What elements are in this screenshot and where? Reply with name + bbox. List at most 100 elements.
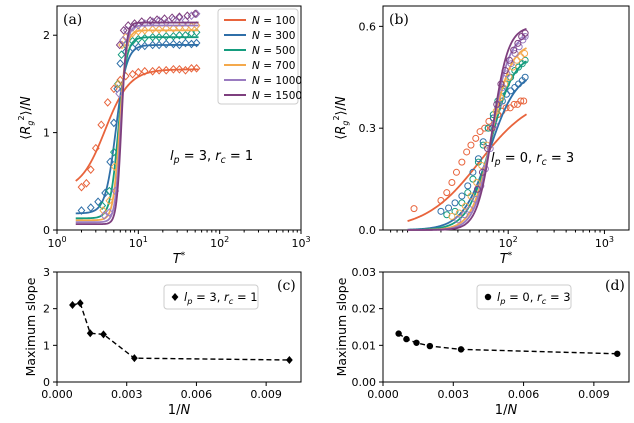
data-point-marker (501, 66, 509, 74)
x-tick-label: 101 (129, 235, 148, 250)
y-tick-label: 0.00 (352, 376, 377, 389)
data-point-marker (134, 42, 143, 52)
data-point-marker (155, 40, 163, 50)
data-point-marker (134, 34, 143, 44)
series-line-2 (75, 36, 199, 220)
legend-marker (171, 293, 179, 301)
data-point-marker (124, 21, 133, 30)
data-point-marker (116, 59, 125, 68)
legend-entry: N = 1000 (252, 75, 302, 87)
series-line-4 (75, 24, 199, 224)
data-point-marker (460, 211, 468, 219)
data-point-marker (99, 206, 108, 215)
data-point-marker (119, 35, 127, 45)
y-tick-label: 0.3 (359, 122, 377, 135)
y-tick-label: 0.6 (359, 20, 377, 33)
data-point-marker (467, 141, 475, 149)
x-tick-label: 0.000 (367, 388, 399, 401)
y-tick-label: 1 (43, 127, 50, 140)
legend-box (163, 284, 259, 310)
data-point-marker (515, 43, 523, 51)
x-axis-label: T* (173, 251, 186, 267)
data-point-marker (162, 65, 171, 75)
legend-entry: N = 300 (252, 30, 295, 42)
data-point-marker (148, 32, 157, 42)
data-point-marker (86, 329, 94, 338)
data-point-marker (511, 83, 519, 91)
series-line-5 (407, 27, 527, 231)
y-tick-label: 3 (43, 266, 50, 279)
data-point-marker (476, 128, 484, 136)
x-tick-label: 102 (499, 235, 518, 250)
panel-label: (a) (63, 12, 82, 28)
data-point-marker (458, 192, 466, 200)
plot-frame (56, 271, 302, 383)
data-point-marker (517, 97, 525, 105)
legend-box (476, 284, 572, 310)
data-point-marker (77, 206, 86, 215)
data-point-marker (175, 13, 184, 23)
data-point-marker (462, 202, 470, 210)
data-point-marker (426, 342, 434, 350)
data-point-marker (86, 203, 95, 212)
data-point-marker (458, 158, 466, 166)
data-point-marker (485, 117, 493, 125)
data-point-marker (517, 53, 525, 61)
data-point-marker (69, 301, 76, 309)
data-point-marker (448, 212, 456, 220)
data-point-marker (86, 165, 95, 174)
x-tick-label: 0.003 (111, 388, 143, 401)
data-point-marker (106, 157, 114, 167)
data-point-marker (130, 19, 139, 28)
panel-label: (b) (389, 12, 409, 28)
data-point-marker (82, 178, 91, 188)
data-point-marker (140, 66, 149, 76)
data-point-marker (155, 32, 163, 42)
data-point-marker (457, 346, 465, 353)
data-point-marker (443, 189, 451, 197)
data-point-marker (451, 199, 459, 207)
series-line-0 (407, 113, 527, 222)
data-point-marker (137, 17, 146, 26)
data-point-marker (148, 66, 157, 76)
data-point-marker (175, 30, 184, 40)
data-point-marker (97, 120, 106, 130)
data-point-marker (100, 330, 107, 339)
y-axis-label: Maximum slope (23, 277, 38, 376)
x-tick-label: 103 (291, 235, 310, 250)
data-point-marker (511, 50, 519, 58)
data-point-marker (91, 143, 100, 153)
legend-entry: lp​ = 0, rc​ = 3 (497, 290, 571, 306)
data-point-marker (77, 182, 86, 192)
data-point-marker (481, 124, 489, 132)
y-tick-label: 2 (43, 303, 50, 316)
data-point-marker (467, 192, 475, 200)
data-point-marker (395, 330, 402, 337)
data-point-marker (169, 24, 178, 33)
data-point-marker (509, 63, 517, 71)
data-point-marker (493, 100, 501, 108)
data-point-marker (169, 64, 178, 74)
annotation-text: lp​ = 3, rc​ = 1 (170, 149, 253, 166)
data-point-marker (175, 40, 184, 50)
data-point-marker (469, 175, 477, 183)
x-tick-label: 103 (595, 235, 614, 250)
data-point-marker (463, 148, 471, 156)
legend-marker (484, 293, 492, 301)
data-point-marker (134, 26, 143, 36)
data-point-marker (181, 65, 190, 75)
data-point-marker (484, 124, 492, 132)
data-point-marker (505, 73, 513, 81)
data-point-marker (119, 25, 128, 35)
plot-frame (382, 271, 630, 383)
y-tick-label: 0 (43, 224, 50, 237)
data-point-marker (181, 30, 190, 40)
data-point-marker (146, 16, 155, 25)
data-point-marker (466, 206, 474, 214)
legend-entry: N = 700 (252, 60, 295, 72)
y-axis-label-text: ⟨Rg2⟩/N (17, 96, 35, 140)
x-axis-label: 1/N (495, 403, 518, 418)
y-tick-label: 0.0 (359, 224, 377, 237)
data-point-marker (473, 178, 481, 186)
data-point-marker (128, 36, 137, 46)
